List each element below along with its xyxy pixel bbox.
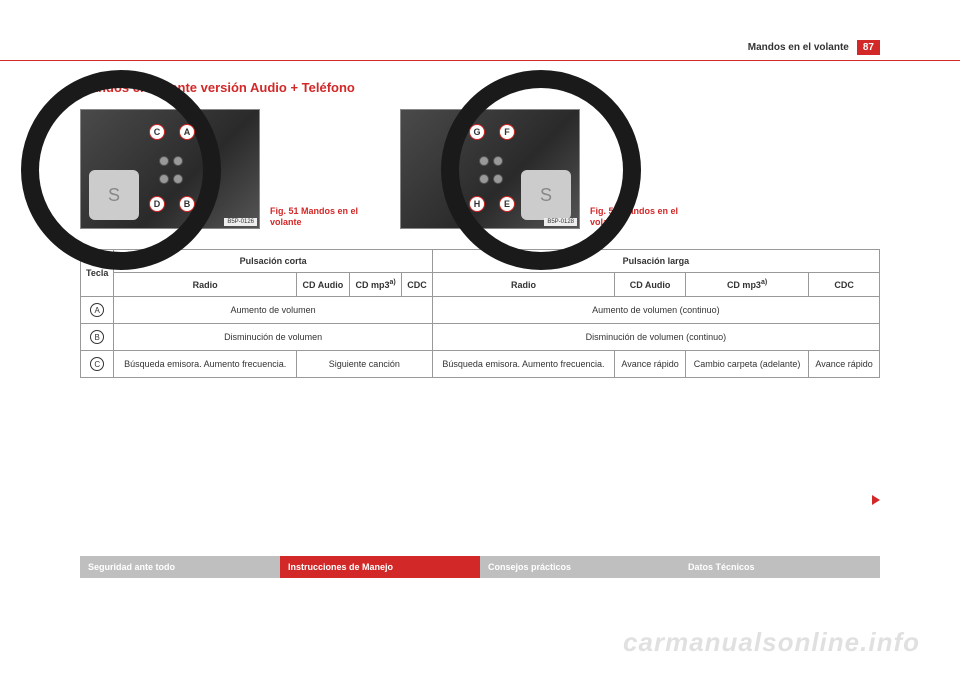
th-cdaudio-long: CD Audio (615, 273, 686, 297)
button-dot (159, 156, 169, 166)
key-cell: A (81, 297, 114, 324)
cell-long-cdaudio: Avance rápido (615, 351, 686, 378)
th-cdc-long: CDC (809, 273, 880, 297)
th-cdc: CDC (402, 273, 432, 297)
callout-d: D (149, 196, 165, 212)
button-dot (493, 174, 503, 184)
cell-short: Aumento de volumen (114, 297, 432, 324)
watermark: carmanualsonline.info (623, 627, 920, 658)
footer-tab-seguridad: Seguridad ante todo (80, 556, 280, 578)
figure-code: B5P-0126 (224, 218, 257, 226)
callout-h: H (469, 196, 485, 212)
table-row: B Disminución de volumen Disminución de … (81, 324, 880, 351)
button-dot (173, 174, 183, 184)
th-cdaudio: CD Audio (296, 273, 349, 297)
cell-long-radio: Búsqueda emisora. Aumento frecuencia. (432, 351, 614, 378)
th-radio: Radio (114, 273, 296, 297)
callout-g: G (469, 124, 485, 140)
footer-tab-instrucciones: Instrucciones de Manejo (280, 556, 480, 578)
th-cdmp3-long-sup: a) (761, 279, 767, 286)
callout-e: E (499, 196, 515, 212)
table-row: A Aumento de volumen Aumento de volumen … (81, 297, 880, 324)
th-cdmp3-long-label: CD mp3 (727, 280, 761, 290)
cell-short: Disminución de volumen (114, 324, 432, 351)
cell-long-cdc: Avance rápido (809, 351, 880, 378)
key-c-icon: C (90, 357, 104, 371)
page-number: 87 (857, 40, 880, 55)
continue-arrow-icon (872, 495, 880, 505)
callout-c: C (149, 124, 165, 140)
figure-right-image: S G F H E B5P-0128 (400, 109, 580, 229)
wheel-hub-icon: S (89, 170, 139, 220)
cell-short-rest: Siguiente canción (296, 351, 432, 378)
key-a-icon: A (90, 303, 104, 317)
header-section-label: Mandos en el volante (748, 42, 849, 53)
callout-f: F (499, 124, 515, 140)
cell-long: Aumento de volumen (continuo) (432, 297, 879, 324)
wheel-hub-icon: S (521, 170, 571, 220)
footer-tab-consejos: Consejos prácticos (480, 556, 680, 578)
th-cdmp3: CD mp3a) (349, 273, 402, 297)
th-radio-long: Radio (432, 273, 614, 297)
header-right: Mandos en el volante 87 (748, 40, 880, 55)
th-cdmp3-long: CD mp3a) (685, 273, 808, 297)
figure-left-caption: Fig. 51 Mandos en el volante (270, 206, 360, 229)
footer-tabs: Seguridad ante todo Instrucciones de Man… (80, 556, 880, 578)
key-b-icon: B (90, 330, 104, 344)
callout-a: A (179, 124, 195, 140)
page-content: Mandos en volante versión Audio + Teléfo… (80, 60, 880, 378)
figure-left-image: S C A D B B5P-0126 (80, 109, 260, 229)
figure-code: B5P-0128 (544, 218, 577, 226)
cell-long-cdmp3: Cambio carpeta (adelante) (685, 351, 808, 378)
th-cdmp3-sup: a) (389, 279, 395, 286)
key-cell: B (81, 324, 114, 351)
figure-left-block: S C A D B B5P-0126 Fig. 51 Mandos en el … (80, 109, 360, 229)
table-row: C Búsqueda emisora. Aumento frecuencia. … (81, 351, 880, 378)
button-dot (173, 156, 183, 166)
figure-right-block: S G F H E B5P-0128 Fig. 52 Mandos en el … (400, 109, 680, 229)
callout-b: B (179, 196, 195, 212)
cell-long: Disminución de volumen (continuo) (432, 324, 879, 351)
button-dot (159, 174, 169, 184)
footer-tab-datos: Datos Técnicos (680, 556, 880, 578)
button-dot (479, 156, 489, 166)
cell-short-radio: Búsqueda emisora. Aumento frecuencia. (114, 351, 296, 378)
controls-table: Tecla Pulsación corta Pulsación larga Ra… (80, 249, 880, 378)
figure-caption-prefix: Fig. 51 (270, 206, 299, 216)
key-cell: C (81, 351, 114, 378)
button-dot (493, 156, 503, 166)
button-dot (479, 174, 489, 184)
figures-row: S C A D B B5P-0126 Fig. 51 Mandos en el … (80, 109, 880, 229)
th-cdmp3-label: CD mp3 (355, 280, 389, 290)
